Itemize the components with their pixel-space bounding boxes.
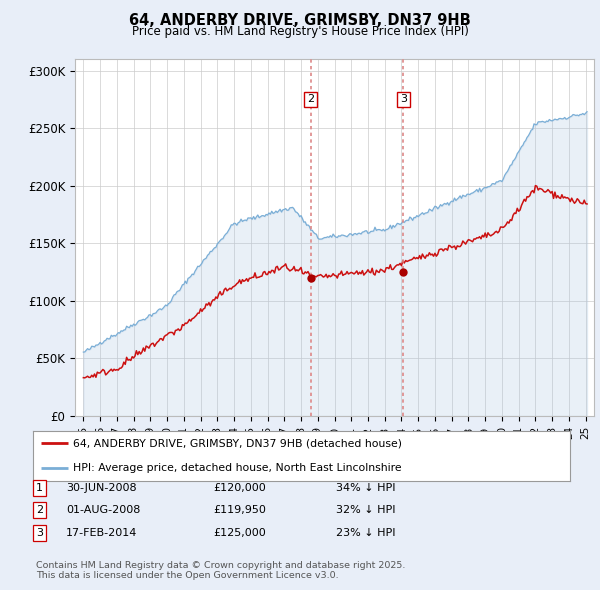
Text: 2: 2: [307, 94, 314, 104]
Text: 3: 3: [36, 527, 43, 537]
Text: 01-AUG-2008: 01-AUG-2008: [66, 505, 140, 515]
Text: 23% ↓ HPI: 23% ↓ HPI: [336, 527, 395, 537]
Text: Price paid vs. HM Land Registry's House Price Index (HPI): Price paid vs. HM Land Registry's House …: [131, 25, 469, 38]
Text: 1: 1: [36, 483, 43, 493]
Text: Contains HM Land Registry data © Crown copyright and database right 2025.
This d: Contains HM Land Registry data © Crown c…: [36, 560, 406, 580]
Text: 17-FEB-2014: 17-FEB-2014: [66, 527, 137, 537]
Text: 32% ↓ HPI: 32% ↓ HPI: [336, 505, 395, 515]
Text: 30-JUN-2008: 30-JUN-2008: [66, 483, 137, 493]
Text: 64, ANDERBY DRIVE, GRIMSBY, DN37 9HB (detached house): 64, ANDERBY DRIVE, GRIMSBY, DN37 9HB (de…: [73, 438, 402, 448]
Text: 34% ↓ HPI: 34% ↓ HPI: [336, 483, 395, 493]
Text: £120,000: £120,000: [213, 483, 266, 493]
Text: £119,950: £119,950: [213, 505, 266, 515]
Text: 2: 2: [36, 505, 43, 515]
Text: HPI: Average price, detached house, North East Lincolnshire: HPI: Average price, detached house, Nort…: [73, 463, 402, 473]
Text: 3: 3: [400, 94, 407, 104]
Text: £125,000: £125,000: [213, 527, 266, 537]
Text: 64, ANDERBY DRIVE, GRIMSBY, DN37 9HB: 64, ANDERBY DRIVE, GRIMSBY, DN37 9HB: [129, 13, 471, 28]
